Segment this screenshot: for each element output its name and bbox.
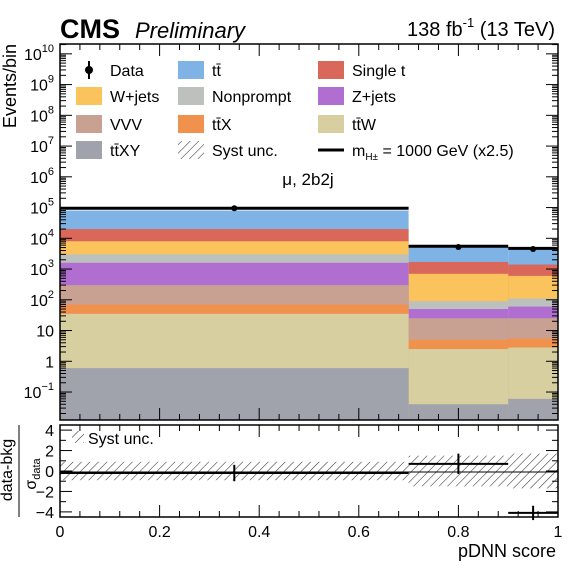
legend-entry-1: tt̄ (178, 61, 221, 80)
channel-label: μ, 2b2j (282, 170, 333, 189)
legend-label: Z+jets (352, 89, 396, 106)
legend-entry-0: Data (85, 61, 144, 80)
legend-entry-5: Z+jets (318, 87, 396, 106)
ratio-x-axis: 0 0.2 0.4 0.6 0.8 1 (56, 425, 563, 541)
x-tick-label-1: 0.2 (148, 524, 170, 541)
y-tick-label-0: 1010 (24, 43, 54, 64)
y-tick-label-5: 105 (30, 197, 54, 218)
legend-swatch (76, 87, 102, 105)
ratio-y-numerator: data-bkg (0, 439, 16, 501)
stack-bar-ttxy-bin-2 (508, 398, 558, 420)
ratio-y-tick-label-1: 2 (45, 444, 54, 461)
legend-label: Nonprompt (212, 89, 292, 106)
syst-unc-band (60, 453, 558, 489)
ratio-y-axis: 4 2 0 −2 −4 (36, 423, 558, 522)
y-tick-label-2: 108 (30, 104, 54, 125)
legend-entry-6: VVV (76, 115, 142, 134)
ratio-y-tick-label-0: 4 (45, 423, 54, 440)
ratio-legend: Syst unc. (72, 431, 154, 448)
data-point-1 (455, 244, 462, 251)
x-tick-label-0: 0 (56, 524, 65, 541)
y-tick-label-8: 102 (30, 289, 54, 310)
y-tick-label-3: 107 (30, 135, 54, 156)
y-tick-label-7: 103 (30, 258, 54, 279)
header: CMS Preliminary 138 fb-1 (13 TeV) (60, 14, 555, 44)
pull-points (60, 453, 558, 521)
legend-swatch (318, 115, 344, 133)
stacked-histogram (60, 210, 558, 420)
main-plot-frame (59, 43, 559, 421)
ratio-y-axis-label: data-bkg σdata (0, 425, 43, 517)
data-point-0 (231, 205, 238, 212)
ratio-legend-hatch-swatch (72, 431, 84, 443)
main-y-axis-label: Events/bin (0, 44, 20, 128)
legend: Data tt̄ Single t W+jets Nonprompt Z+jets VVV t… (76, 61, 514, 163)
legend-swatch (318, 87, 344, 105)
legend-swatch-hatch (178, 141, 204, 159)
legend-entry-8: tt̄W (318, 115, 377, 134)
x-tick-label-4: 0.8 (447, 524, 469, 541)
data-point-2 (530, 245, 537, 252)
main-x-ticks (59, 44, 559, 420)
ratio-y-tick-label-4: −4 (36, 505, 54, 522)
stack-bar-ttxy-bin-0 (60, 368, 409, 420)
lumi-label: 138 fb-1 (13 TeV) (407, 15, 555, 41)
legend-swatch (76, 115, 102, 133)
experiment-label: CMS (60, 14, 120, 44)
legend-label: Syst unc. (212, 143, 278, 160)
x-tick-label-3: 0.6 (348, 524, 370, 541)
legend-entry-9: tt̄XY (76, 141, 141, 160)
legend-label: tt̄ (212, 63, 221, 80)
y-tick-label-1: 109 (30, 74, 54, 95)
legend-label: W+jets (110, 89, 159, 106)
legend-label: VVV (110, 117, 142, 134)
x-tick-label-5: 1 (554, 524, 563, 541)
ratio-legend-label: Syst unc. (88, 431, 154, 448)
y-tick-label-9: 10 (36, 324, 54, 341)
y-tick-label-6: 104 (30, 227, 54, 248)
legend-swatch (76, 141, 102, 159)
data-points (231, 205, 537, 252)
legend-data-marker (85, 66, 93, 74)
legend-entry-2: Single t (318, 61, 406, 80)
legend-entry-7: tt̄X (178, 115, 232, 134)
legend-entry-4: Nonprompt (178, 87, 292, 106)
status-label: Preliminary (135, 18, 247, 43)
y-tick-label-10: 1 (45, 354, 54, 371)
legend-label: Single t (352, 63, 406, 80)
main-plot: Data tt̄ Single t W+jets Nonprompt Z+jets VVV t… (0, 43, 559, 421)
legend-label: Data (110, 63, 144, 80)
x-tick-label-2: 0.4 (248, 524, 270, 541)
legend-label: mH± = 1000 GeV (x2.5) (352, 143, 514, 163)
x-axis-label: pDNN score (458, 541, 556, 561)
legend-label: tt̄X (212, 117, 232, 134)
legend-swatch (178, 61, 204, 79)
y-tick-label-11: 10−1 (24, 381, 54, 402)
ratio-plot: Syst unc. 4 2 0 −2 −4 0 0.2 0.4 0.6 0.8 1 data-bk… (0, 423, 563, 561)
ratio-y-tick-label-2: 0 (45, 464, 54, 481)
legend-swatch (178, 115, 204, 133)
ratio-y-denominator: σdata (23, 457, 43, 489)
legend-label: tt̄W (352, 117, 377, 134)
legend-label: tt̄XY (110, 143, 141, 160)
legend-entry-11: mH± = 1000 GeV (x2.5) (318, 143, 514, 163)
legend-entry-3: W+jets (76, 87, 159, 106)
ratio-y-tick-label-3: −2 (36, 484, 54, 501)
legend-entry-10: Syst unc. (178, 141, 278, 160)
y-tick-label-4: 106 (30, 166, 54, 187)
legend-swatch (318, 61, 344, 79)
legend-swatch (178, 87, 204, 105)
